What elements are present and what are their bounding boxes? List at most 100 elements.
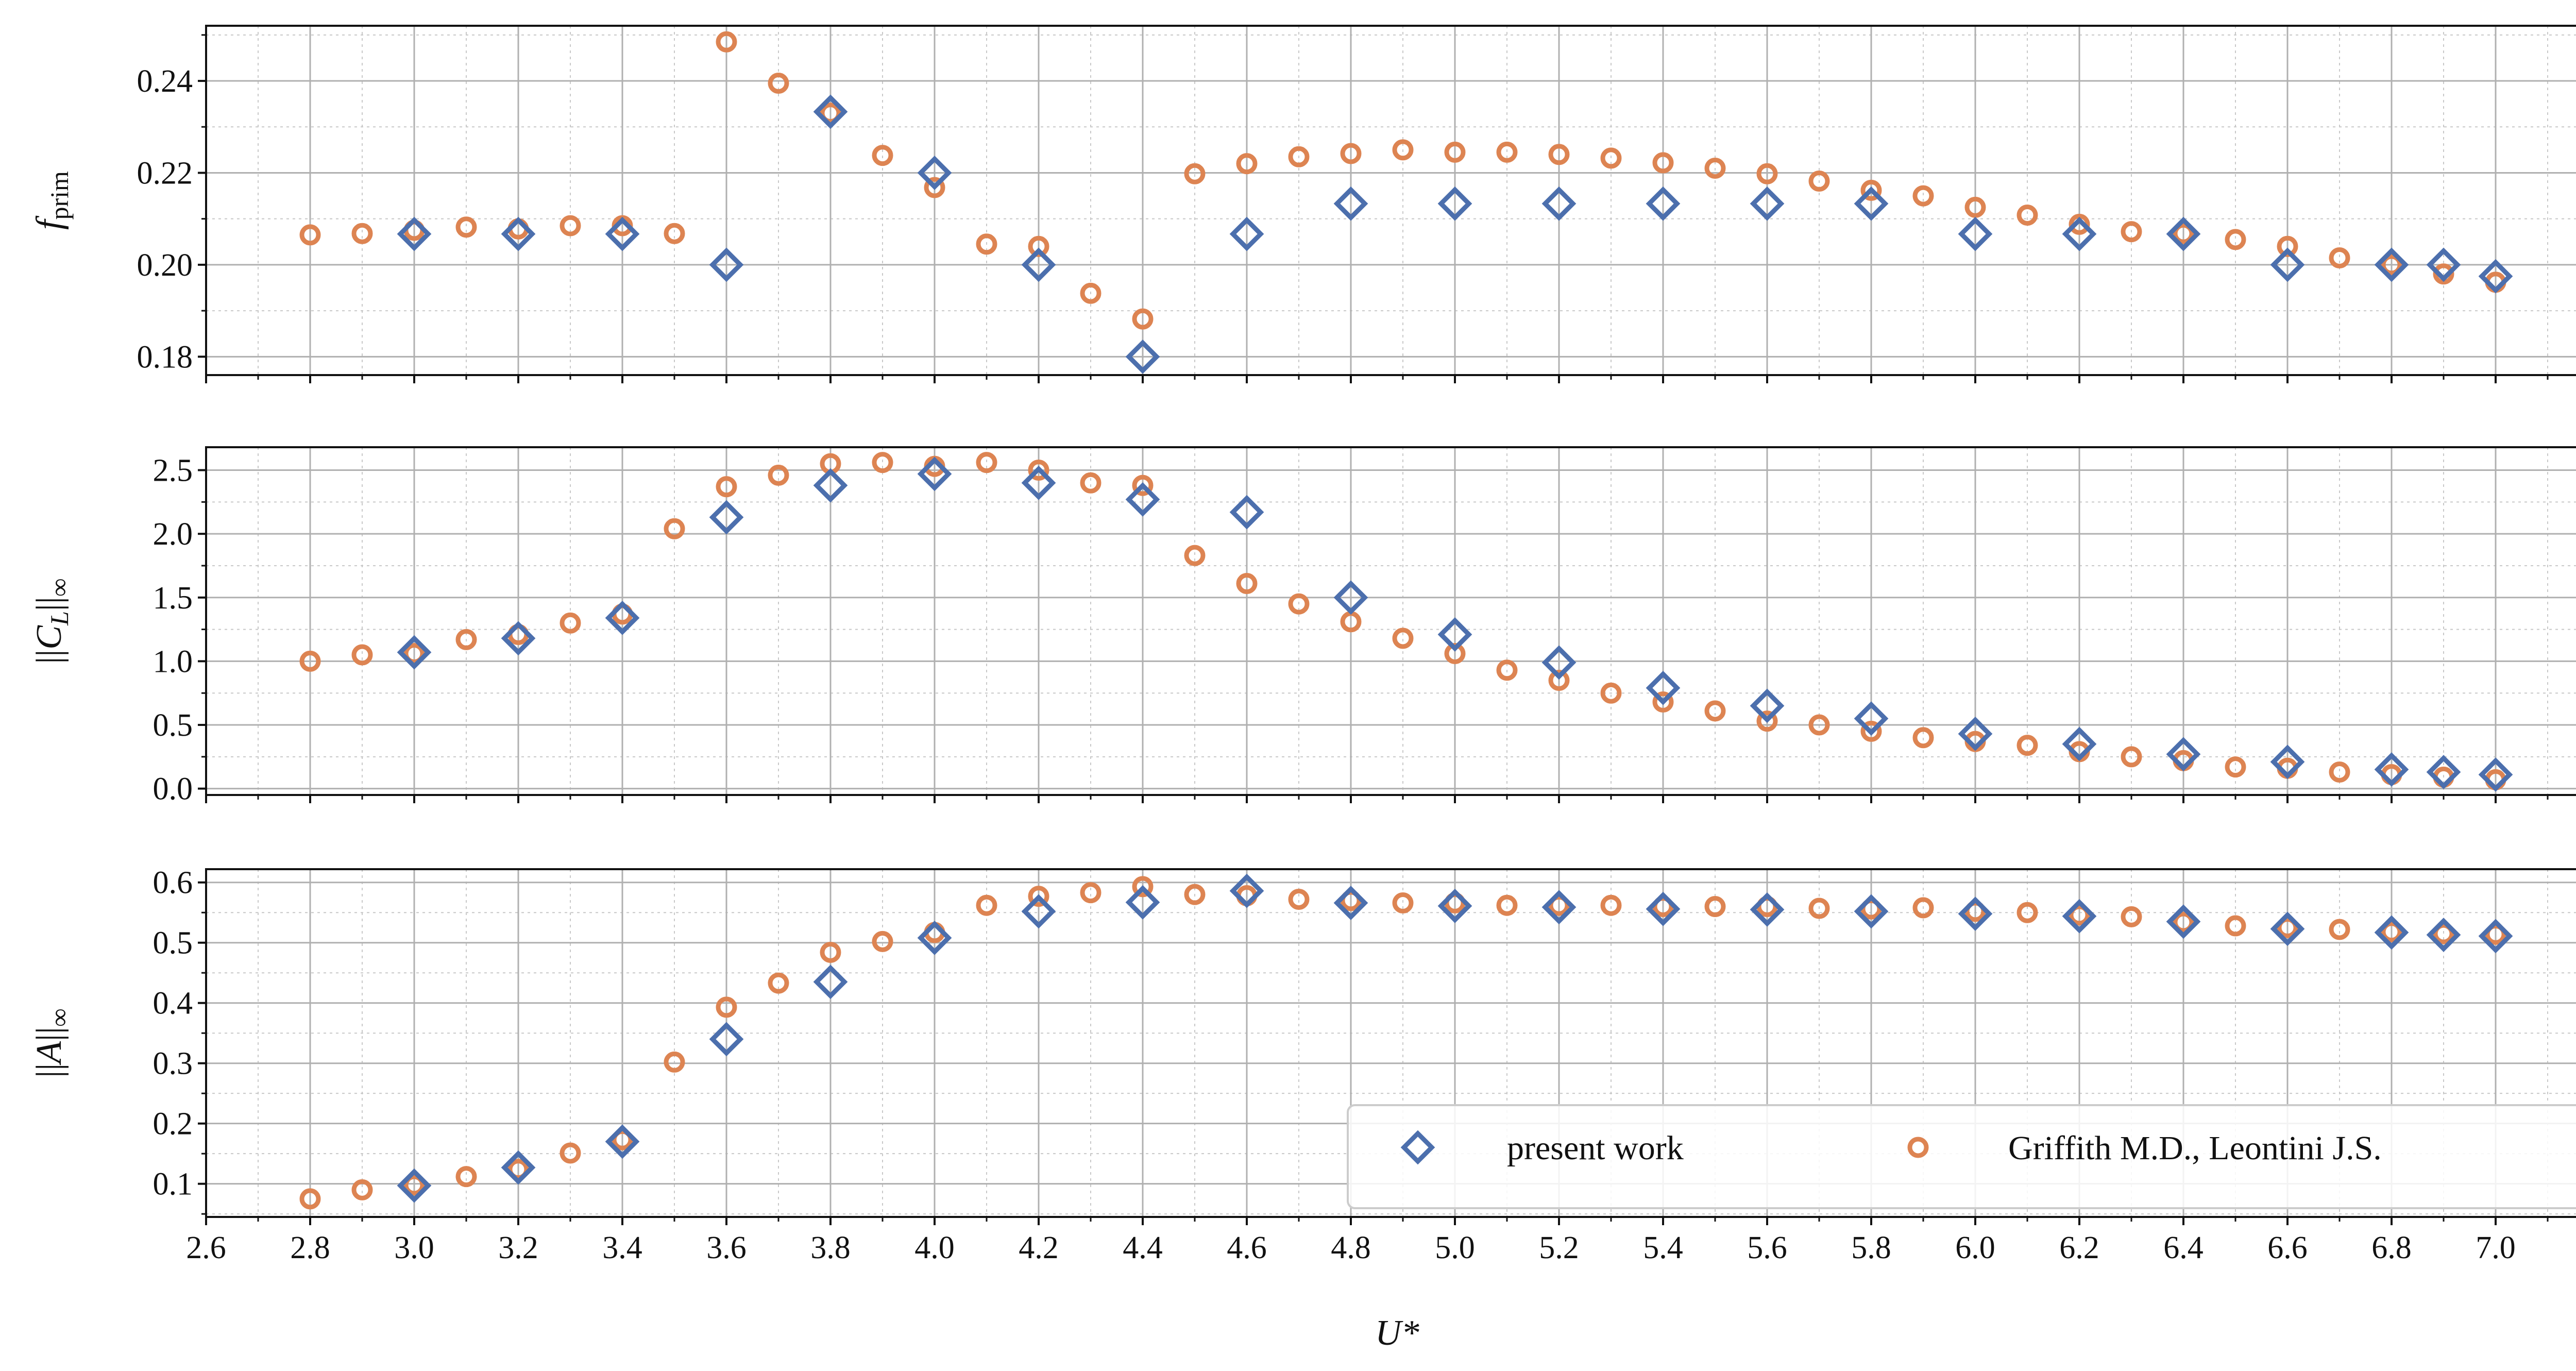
y-tick-label: 2.5: [153, 453, 193, 488]
present-work-point: [709, 247, 744, 282]
present-work-point: [1646, 670, 1681, 705]
y-tick-label: 0.18: [137, 340, 193, 375]
present-work-point: [605, 1124, 640, 1159]
present-work-point: [709, 500, 744, 535]
griffith-point: [2016, 902, 2038, 923]
griffith-point: [1392, 892, 1414, 914]
present-work-point: [2478, 919, 2513, 954]
legend-label-present-work: present work: [1507, 1129, 1684, 1167]
griffith-point: [351, 223, 373, 244]
y-tick-label: 0.2: [153, 1107, 193, 1142]
griffith-point: [1288, 146, 1310, 167]
griffith-point: [664, 1051, 685, 1073]
griffith-point: [664, 518, 685, 539]
griffith-point: [1860, 720, 1882, 742]
legend-box: [1347, 1104, 2576, 1209]
present-work-point: [2426, 247, 2461, 282]
present-work-point: [1750, 688, 1785, 723]
griffith-point: [351, 644, 373, 666]
present-work-point: [1958, 216, 1993, 251]
griffith-point: [2485, 923, 2506, 945]
present-work-point: [1437, 617, 1472, 652]
griffith-point: [2329, 247, 2350, 269]
present-work-point: [813, 94, 848, 129]
present-work-point: [1646, 891, 1681, 926]
griffith-point: [1236, 153, 1258, 175]
griffith-point: [872, 145, 893, 166]
griffith-point: [1704, 158, 1726, 179]
legend-marker-present-work: [1400, 1130, 1435, 1165]
griffith-point: [560, 1142, 581, 1164]
present-work-point: [1021, 894, 1056, 929]
griffith-point: [1184, 884, 1206, 905]
present-work-point: [2374, 752, 2409, 787]
griffith-point: [403, 1174, 425, 1196]
griffith-point: [1496, 894, 1518, 916]
griffith-point: [1184, 545, 1206, 566]
griffith-point: [1132, 475, 1154, 496]
griffith-point: [1496, 141, 1518, 163]
present-work-point: [1750, 186, 1785, 221]
griffith-point: [299, 224, 321, 246]
legend-marker-griffith: [1907, 1137, 1929, 1158]
griffith-point: [1028, 886, 1049, 907]
present-work-point: [1229, 873, 1264, 908]
griffith-point: [2381, 921, 2402, 943]
present-work-point: [1333, 580, 1368, 615]
griffith-point: [1080, 472, 1101, 494]
griffith-point: [2121, 746, 2142, 768]
griffith-point: [1496, 659, 1518, 681]
griffith-point: [1392, 139, 1414, 161]
present-work-point: [1437, 186, 1472, 221]
present-work-point: [1437, 888, 1472, 923]
x-tick-label: 6.6: [2267, 1230, 2308, 1265]
y-tick-label: 0.5: [153, 926, 193, 961]
griffith-point: [455, 216, 477, 238]
present-work-point: [1541, 645, 1577, 680]
present-work-point: [917, 920, 952, 955]
griffith-point: [507, 1159, 529, 1180]
present-work-point: [917, 456, 952, 492]
present-work-point: [2374, 247, 2409, 282]
x-tick-label: 5.8: [1851, 1230, 1891, 1265]
griffith-point: [1912, 727, 1934, 749]
x-tick-label: 6.0: [1955, 1230, 1995, 1265]
present-work-point: [1958, 896, 1993, 931]
griffith-point: [1340, 143, 1362, 164]
present-work-point: [2270, 911, 2305, 946]
griffith-point: [664, 223, 685, 244]
present-work-point: [501, 216, 536, 251]
y-tick-label: 0.5: [153, 708, 193, 743]
legend-label-griffith: Griffith M.D., Leontini J.S.: [2008, 1129, 2382, 1167]
griffith-point: [1548, 894, 1570, 916]
griffith-point: [1808, 714, 1830, 736]
x-tick-label: 4.6: [1227, 1230, 1267, 1265]
griffith-point: [1600, 682, 1622, 704]
griffith-point: [976, 452, 997, 473]
panels: 0.18 0.20 0.22 0.24 fprim 0.0 0.5 1.0 1.5 2.0 2.5 |…: [29, 25, 2576, 1265]
present-work-point: [1229, 216, 1264, 251]
griffith-point: [1964, 196, 1986, 218]
y-tick-label: 0.6: [153, 866, 193, 901]
griffith-point: [2225, 915, 2246, 937]
griffith-point: [2433, 923, 2454, 944]
griffith-point: [2381, 254, 2402, 276]
present-work-point: [2478, 757, 2513, 792]
y-tick-label: 0.3: [153, 1046, 193, 1081]
x-tick-label: 3.0: [394, 1230, 434, 1265]
present-work-point: [1125, 339, 1160, 374]
griffith-point: [1912, 897, 1934, 919]
legend: present work Griffith M.D., Leontini J.S.: [1347, 1104, 2576, 1209]
present-work-point: [2426, 918, 2461, 952]
griffith-point: [820, 103, 841, 124]
griffith-point: [872, 452, 893, 473]
griffith-point: [1704, 700, 1726, 722]
griffith-point: [1028, 460, 1049, 481]
x-tick-label: 5.4: [1643, 1230, 1683, 1265]
griffith-point: [716, 31, 737, 53]
present-work-point: [397, 1168, 432, 1203]
griffith-point: [455, 1166, 477, 1188]
panel-2: 0.0 0.5 1.0 1.5 2.0 2.5 ||CL||∞: [29, 446, 2576, 807]
griffith-point: [1080, 282, 1101, 304]
